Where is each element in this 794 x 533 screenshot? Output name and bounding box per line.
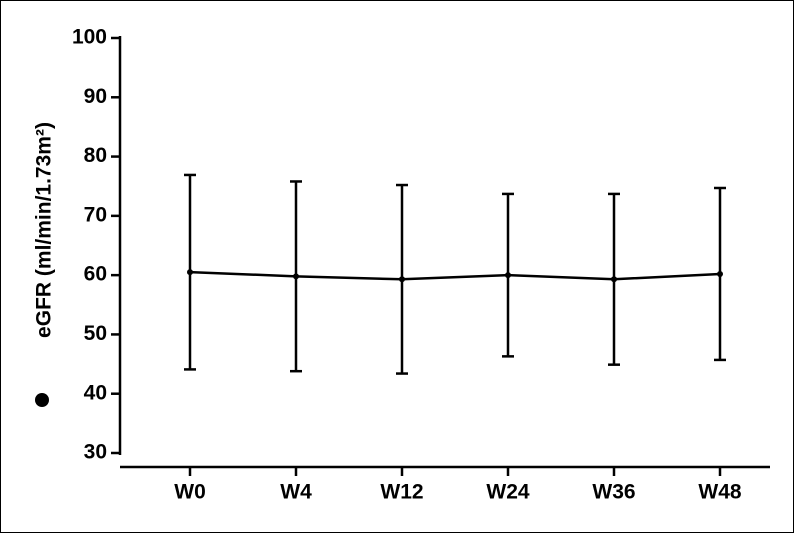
y-axis-label: eGFR (ml/min/1.73m²) <box>33 122 56 338</box>
y-tick-label: 60 <box>84 263 107 286</box>
point <box>293 273 299 280</box>
x-tick-label: W24 <box>486 481 530 504</box>
point <box>505 272 511 279</box>
x-tick-label: W4 <box>280 481 312 504</box>
point <box>399 276 405 283</box>
point <box>717 270 723 277</box>
x-tick-label: W12 <box>380 481 423 504</box>
legend-marker <box>35 393 49 407</box>
x-tick-label: W48 <box>698 481 742 504</box>
y-tick-label: 70 <box>84 203 107 226</box>
y-tick-label: 40 <box>84 381 107 404</box>
y-tick-label: 50 <box>84 322 107 345</box>
y-tick-label: 100 <box>72 26 107 49</box>
y-tick-label: 80 <box>84 144 107 167</box>
point <box>187 269 193 276</box>
point <box>611 276 617 283</box>
data-line <box>189 270 721 281</box>
y-tick-label: 30 <box>84 441 107 464</box>
x-tick-label: W0 <box>174 481 206 504</box>
x-tick-label: W36 <box>592 481 635 504</box>
y-tick-label: 90 <box>84 85 107 108</box>
